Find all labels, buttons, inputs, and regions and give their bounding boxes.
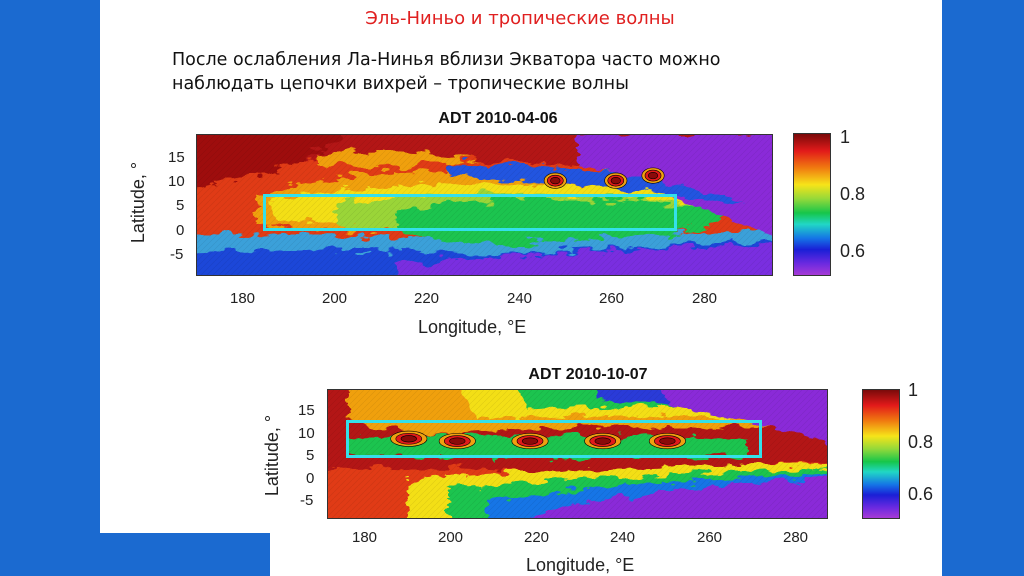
highlight-box-1 xyxy=(263,194,677,231)
eddy-mark-2 xyxy=(521,437,539,445)
x-tick-1-2: 220 xyxy=(414,290,440,307)
y-tick-1-3: 0 xyxy=(176,222,185,239)
map-title-2: ADT 2010-10-07 xyxy=(528,366,648,383)
y-label-2: Latitude, ° xyxy=(262,414,283,497)
x-tick-2-2: 220 xyxy=(524,529,550,546)
y-tick-1-0: 15 xyxy=(168,149,185,166)
x-tick-2-5: 280 xyxy=(783,529,809,546)
y-tick-1-2: 5 xyxy=(176,197,185,214)
x-tick-1-3: 240 xyxy=(507,290,533,307)
map-title-1: ADT 2010-04-06 xyxy=(438,110,558,127)
adt-map-2 xyxy=(327,389,828,519)
colorbar-2 xyxy=(862,389,900,519)
y-tick-1-4: -5 xyxy=(170,246,184,263)
x-tick-2-3: 240 xyxy=(610,529,636,546)
y-tick-1-1: 10 xyxy=(168,173,185,190)
adt-map-1-svg xyxy=(197,135,772,275)
map-1-eddies xyxy=(543,167,665,189)
adt-map-2-svg xyxy=(328,390,827,518)
colorbar-2-tick-1: 0.8 xyxy=(908,432,934,452)
colorbar-2-tick-0: 1 xyxy=(908,380,919,400)
colorbar-1-tick-1: 0.8 xyxy=(840,184,866,204)
slide-text-line-2: наблюдать цепочки вихрей – тропические в… xyxy=(172,74,629,94)
x-tick-2-4: 260 xyxy=(697,529,723,546)
colorbar-1-tick-2: 0.6 xyxy=(840,241,866,261)
eddy-mark-4 xyxy=(659,437,676,445)
eddy-mark-0 xyxy=(400,435,417,443)
x-tick-2-0: 180 xyxy=(352,529,378,546)
x-label-1: Longitude, °E xyxy=(418,317,527,337)
eddy-mark-3 xyxy=(594,437,611,445)
slide-text-line-1: После ослабления Ла-Нинья вблизи Экватор… xyxy=(172,50,721,70)
x-tick-1-5: 280 xyxy=(692,290,718,307)
eddy-mark-0 xyxy=(550,177,561,185)
x-label-2: Longitude, °E xyxy=(526,555,635,575)
slide-body-text: После ослабления Ла-Нинья вблизи Экватор… xyxy=(172,48,792,96)
map-2-eddies xyxy=(390,430,686,450)
colorbar-1 xyxy=(793,133,831,276)
y-tick-2-0: 15 xyxy=(298,402,315,419)
y-label-1: Latitude, ° xyxy=(128,161,149,244)
y-tick-2-1: 10 xyxy=(298,425,315,442)
x-tick-1-0: 180 xyxy=(230,290,256,307)
x-tick-1-4: 260 xyxy=(599,290,625,307)
x-tick-2-1: 200 xyxy=(438,529,464,546)
x-tick-1-1: 200 xyxy=(322,290,348,307)
eddy-mark-1 xyxy=(610,177,621,185)
y-tick-2-3: 0 xyxy=(306,470,315,487)
y-tick-2-2: 5 xyxy=(306,447,315,464)
y-tick-2-4: -5 xyxy=(300,492,314,509)
highlight-box-2 xyxy=(346,420,762,458)
eddy-mark-2 xyxy=(647,171,659,180)
adt-map-1 xyxy=(196,134,773,276)
eddy-mark-1 xyxy=(449,437,466,445)
colorbar-2-tick-2: 0.6 xyxy=(908,484,934,504)
slide-title: Эль-Ниньо и тропические волны xyxy=(365,8,675,29)
colorbar-1-tick-0: 1 xyxy=(840,127,851,147)
